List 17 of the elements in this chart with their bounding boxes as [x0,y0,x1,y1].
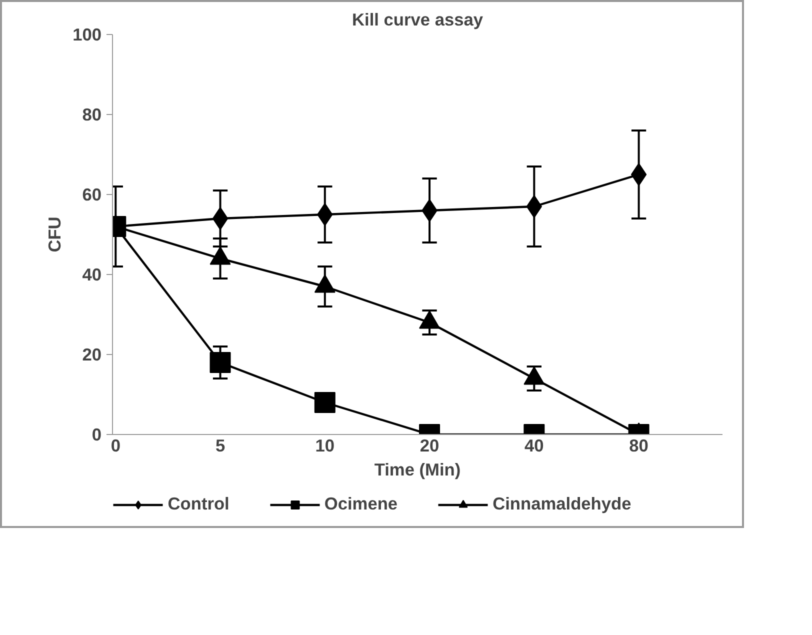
x-tick-label: 80 [629,436,648,456]
x-axis-title: Time (Min) [374,460,461,480]
chart-title: Kill curve assay [352,10,484,30]
legend-label: Control [168,494,230,514]
y-tick-label: 100 [72,24,102,44]
x-tick-label: 20 [420,436,440,456]
y-tick-label: 40 [82,264,102,284]
legend-label: Cinnamaldehyde [492,494,632,514]
y-tick-label: 60 [82,184,102,204]
legend-label: Ocimene [324,494,398,514]
y-tick-label: 20 [82,344,102,364]
x-tick-label: 40 [524,436,544,456]
x-tick-label: 5 [215,436,226,456]
y-axis-title: CFU [44,216,65,252]
x-tick-label: 0 [110,436,120,456]
x-tick-label: 10 [315,436,335,456]
y-tick-label: 80 [82,104,102,124]
